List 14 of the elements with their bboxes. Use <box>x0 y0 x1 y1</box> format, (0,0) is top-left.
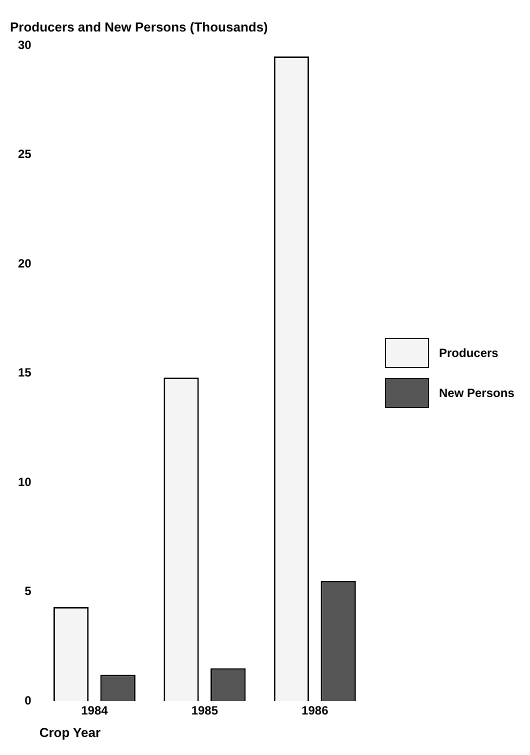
y-tick-label: 0 <box>24 693 32 708</box>
x-tick-label: 1986 <box>302 704 329 718</box>
x-tick-label: 1985 <box>191 704 218 718</box>
y-tick-label: 15 <box>18 366 32 380</box>
y-tick-label: 5 <box>24 584 32 598</box>
y-tick-label: 10 <box>18 474 32 489</box>
chart-title: Producers and New Persons (Thousands) <box>10 19 268 34</box>
y-tick-label: 30 <box>18 38 32 52</box>
text: New Persons <box>439 386 514 400</box>
y-tick-label: 20 <box>18 256 32 270</box>
x-tick-label: 1984 <box>81 704 108 718</box>
text: Producers <box>439 346 498 360</box>
x-axis-title: Crop Year <box>39 724 101 740</box>
y-tick-label: 25 <box>18 147 32 162</box>
